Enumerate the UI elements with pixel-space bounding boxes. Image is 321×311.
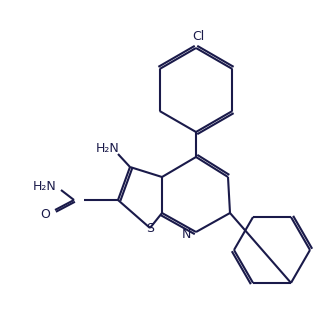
Text: H₂N: H₂N: [33, 179, 57, 193]
Text: S: S: [146, 221, 154, 234]
Text: H₂N: H₂N: [96, 142, 120, 155]
Text: Cl: Cl: [192, 30, 204, 43]
Text: N: N: [182, 228, 191, 240]
Text: O: O: [40, 207, 50, 220]
